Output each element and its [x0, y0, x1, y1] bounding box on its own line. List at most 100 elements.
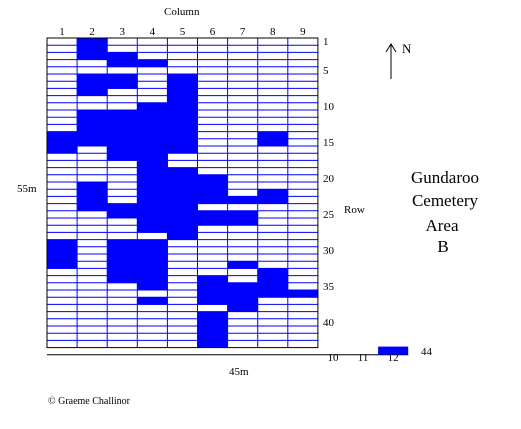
filled-plot — [197, 196, 228, 204]
filled-plot — [137, 110, 168, 118]
row-number: 10 — [323, 100, 334, 113]
filled-plot — [197, 275, 228, 284]
filled-plot — [107, 210, 138, 219]
filled-plot — [167, 232, 198, 240]
filled-plot — [167, 196, 198, 204]
filled-plot — [167, 182, 198, 190]
row-heading: Row — [344, 204, 365, 216]
filled-plot — [227, 290, 259, 298]
filled-plot — [107, 239, 138, 248]
column-number: 3 — [119, 26, 126, 38]
filled-plot — [137, 275, 168, 284]
filled-plot — [227, 297, 259, 305]
filled-plot — [257, 189, 289, 197]
row-number: 40 — [323, 316, 334, 329]
filled-plot — [167, 218, 198, 226]
filled-plot — [107, 153, 138, 161]
filled-plot — [107, 52, 138, 60]
filled-plot — [257, 196, 289, 204]
filled-plot — [137, 246, 168, 255]
filled-plot — [287, 290, 319, 298]
row-number: 44 — [421, 345, 432, 358]
filled-plot — [137, 124, 168, 132]
row-number: 15 — [323, 136, 334, 149]
filled-plot — [137, 225, 168, 233]
column-number: 2 — [89, 26, 95, 38]
filled-plot — [107, 59, 138, 68]
filled-plot — [47, 239, 78, 248]
filled-plot — [47, 261, 78, 269]
filled-plot — [77, 196, 108, 204]
extra-column-number: 10 — [327, 352, 339, 364]
filled-plot — [227, 282, 259, 291]
filled-plot — [167, 81, 198, 89]
filled-plot — [107, 203, 138, 212]
filled-plot — [137, 153, 168, 161]
filled-plot — [107, 268, 138, 276]
height-dimension: 55m — [17, 183, 37, 195]
filled-plot — [77, 81, 108, 89]
filled-plot — [107, 261, 138, 269]
filled-plot — [107, 138, 138, 147]
filled-plot — [107, 81, 138, 89]
filled-plot — [197, 218, 228, 226]
filled-plot — [167, 167, 198, 176]
filled-plot — [167, 74, 198, 82]
north-label: N — [402, 41, 412, 56]
row-number: 35 — [323, 280, 334, 293]
filled-plot — [77, 182, 108, 190]
filled-plot — [167, 88, 198, 96]
filled-plot — [137, 189, 168, 197]
filled-plot — [47, 131, 78, 140]
filled-plot — [167, 146, 198, 154]
filled-plot — [137, 59, 168, 68]
filled-plot — [167, 174, 198, 183]
filled-plot — [137, 261, 168, 269]
filled-plot — [197, 326, 228, 334]
filled-plot — [257, 290, 289, 298]
filled-plot — [137, 182, 168, 190]
row-number: 5 — [323, 64, 329, 77]
filled-plot — [137, 203, 168, 212]
filled-plot — [137, 268, 168, 276]
site-name-line-4: B — [437, 237, 449, 256]
filled-plot — [107, 110, 138, 118]
filled-plot — [77, 189, 108, 197]
filled-plot — [137, 218, 168, 226]
filled-plot — [167, 95, 198, 104]
filled-plot — [197, 311, 228, 320]
row-number: 30 — [323, 244, 334, 257]
filled-plot — [47, 138, 78, 147]
filled-plot — [227, 210, 259, 219]
filled-plot — [197, 182, 228, 190]
filled-plot — [167, 102, 198, 111]
filled-plot — [197, 282, 228, 291]
column-number: 8 — [270, 26, 276, 38]
filled-plot — [77, 131, 108, 140]
filled-plot — [137, 167, 168, 176]
site-name-line-1: Gundaroo — [411, 168, 479, 187]
filled-plot — [137, 282, 168, 291]
filled-plot — [167, 117, 198, 125]
width-dimension: 45m — [229, 366, 249, 378]
filled-plot — [77, 117, 108, 125]
column-number: 4 — [149, 26, 156, 38]
filled-plot — [167, 210, 198, 219]
filled-plot — [107, 117, 138, 125]
column-heading: Column — [164, 6, 200, 18]
column-number: 6 — [209, 26, 216, 38]
filled-plot — [197, 210, 228, 219]
filled-plot — [77, 124, 108, 132]
filled-plot — [137, 210, 168, 219]
filled-plot — [77, 45, 108, 53]
filled-plot — [197, 174, 228, 183]
filled-plot — [77, 88, 108, 96]
filled-plot — [167, 189, 198, 197]
filled-plot — [227, 218, 259, 226]
filled-plot — [137, 254, 168, 262]
column-number: 9 — [300, 26, 306, 38]
filled-plot — [47, 146, 78, 154]
north-arrow-head-icon — [385, 43, 397, 53]
